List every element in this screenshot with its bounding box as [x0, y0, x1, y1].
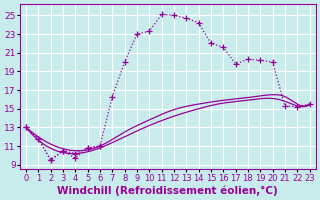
X-axis label: Windchill (Refroidissement éolien,°C): Windchill (Refroidissement éolien,°C)	[57, 185, 278, 196]
